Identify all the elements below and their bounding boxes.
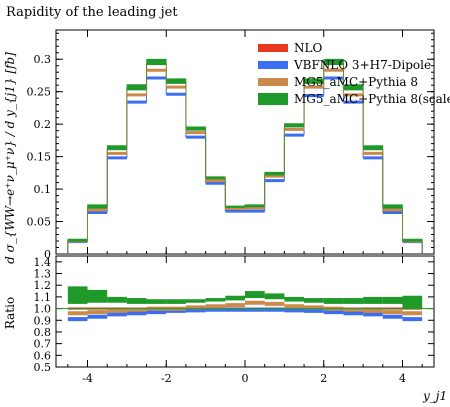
- ratio-tick-label: 0.9: [34, 314, 52, 327]
- band-bin-scale: [87, 204, 108, 209]
- ratio-tick-label: 0.8: [34, 326, 52, 339]
- legend-label: MG5_aMC+Pythia 8: [294, 75, 418, 89]
- ratio-band-bin-scale: [205, 298, 226, 302]
- ratio-band-bin-scale: [323, 298, 344, 304]
- main-panel: 0.05 0.1 0.15 0.2 0.25 0.3 0: [27, 29, 435, 261]
- ratio-band-bin-scale: [284, 296, 305, 302]
- band-bin-scale: [245, 204, 265, 208]
- y-tick-label: 0.15: [27, 151, 52, 164]
- ratio-band-bin-scale: [126, 298, 147, 304]
- ratio-tick-label: 0.6: [34, 349, 52, 362]
- legend-swatch: [258, 93, 288, 105]
- ratio-band-bin-scale: [363, 296, 383, 304]
- x-axis-label: y_j1: [422, 389, 447, 403]
- ratio-tick-label: 1.0: [34, 303, 52, 316]
- ratio-band-bin-scale: [304, 298, 324, 303]
- y-tick-label: 0.2: [34, 118, 52, 131]
- ratio-band-bin-scale: [185, 299, 206, 303]
- ratio-tick-label: 0.5: [34, 361, 52, 374]
- band-bin-scale: [382, 204, 403, 209]
- ratio-tick-label: 1.3: [34, 268, 52, 281]
- ratio-band-bin-scale: [67, 286, 88, 304]
- legend-swatch: [258, 44, 288, 52]
- ratio-band-bin-scale: [107, 296, 127, 303]
- legend-label: NLO: [294, 41, 322, 55]
- band-bin-scale: [225, 205, 245, 208]
- band-bin-scale: [323, 59, 344, 66]
- ratio-panel: 0.50.60.70.80.91.01.11.21.31.4 -4 -2 0 2 4: [34, 255, 435, 385]
- ratio-band-bin-scale: [264, 293, 285, 300]
- hist-outline: [67, 58, 423, 254]
- y-tick-label: 0.25: [27, 86, 52, 99]
- ratio-tick-label: 0.7: [34, 338, 52, 351]
- band-bin-scale: [304, 78, 324, 84]
- legend-label: VBFNLO 3+H7-Dipole: [293, 58, 431, 72]
- y-tick-label: 0.05: [27, 216, 52, 229]
- ratio-band-bin-scale: [245, 291, 265, 299]
- band-bin-scale: [343, 84, 364, 91]
- ratio-band-bin-scale: [166, 299, 186, 304]
- legend-swatch: [258, 78, 288, 86]
- chart-title: Rapidity of the leading jet: [6, 5, 178, 20]
- band-bin-scale: [402, 239, 423, 242]
- band-bin-scale: [126, 84, 147, 91]
- ratio-band-bin-scale: [146, 299, 167, 304]
- band-bin-scale: [185, 126, 206, 131]
- ratio-tick-label: 1.1: [34, 291, 52, 304]
- band-bin-scale: [166, 78, 186, 84]
- band-bin-scale: [146, 59, 167, 66]
- ratio-band-bin-scale: [382, 296, 403, 304]
- y-tick-label: 0.3: [34, 53, 52, 66]
- ratio-tick-label: 1.2: [34, 279, 52, 292]
- x-tick-label: 4: [399, 372, 406, 385]
- band-bin-scale: [264, 172, 285, 176]
- y-tick-label-zero: 0: [44, 248, 51, 261]
- x-tick-label: 0: [242, 372, 249, 385]
- ratio-band-bin-scale: [402, 295, 423, 309]
- band-bin-scale: [67, 239, 88, 242]
- x-tick-label: -4: [82, 372, 93, 385]
- x-tick-label: -2: [161, 372, 172, 385]
- ratio-band-bin-scale: [343, 298, 364, 304]
- y-axis-label: d σ_{WW→e⁺ν_μ⁺ν} / d y_{j1} [fb]: [3, 52, 17, 264]
- legend-swatch: [258, 61, 288, 69]
- y-tick-label: 0.1: [34, 183, 52, 196]
- band-bin-scale: [363, 145, 383, 151]
- ratio-axis-label: Ratio: [3, 297, 17, 329]
- legend: NLO VBFNLO 3+H7-Dipole MG5_aMC+Pythia 8 MG5…: [258, 41, 450, 106]
- ratio-band-bin-scale: [225, 295, 245, 301]
- x-tick-label: 2: [320, 372, 327, 385]
- band-bin-scale: [107, 145, 127, 151]
- ratio-band-bin-scale: [87, 289, 108, 303]
- ratio-tick-label: 1.4: [34, 256, 52, 269]
- band-bin-scale: [284, 123, 305, 128]
- legend-label: MG5_aMC+Pythia 8(scale): [294, 92, 450, 106]
- band-bin-scale: [205, 176, 226, 180]
